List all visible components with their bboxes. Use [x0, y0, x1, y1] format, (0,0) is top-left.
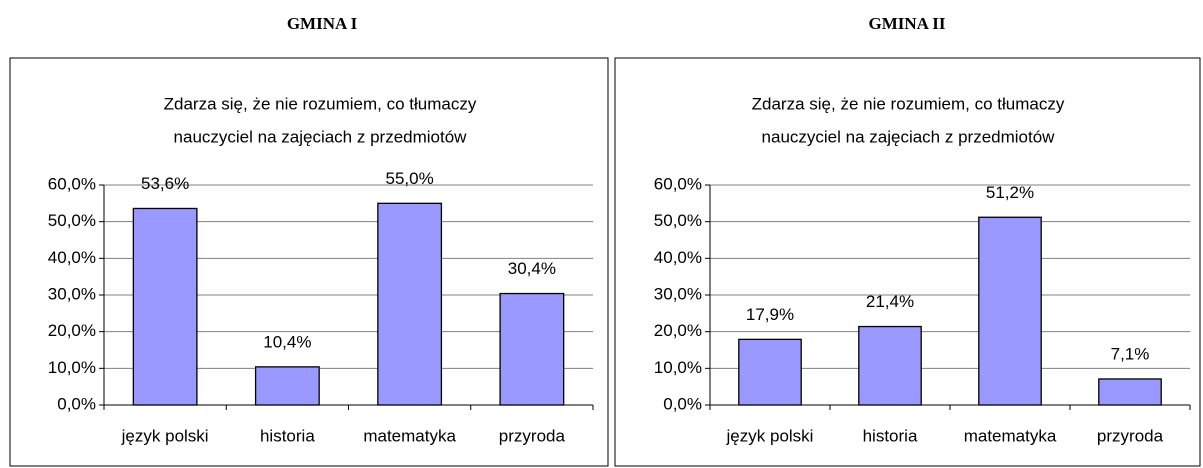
bar: [254, 366, 320, 406]
y-tick-label: 10,0%: [654, 358, 702, 377]
y-tick-label: 50,0%: [654, 211, 702, 230]
data-label: 51,2%: [986, 183, 1034, 202]
y-tick-label: 0,0%: [663, 394, 702, 413]
data-label: 55,0%: [386, 169, 434, 188]
y-tick-label: 0,0%: [57, 394, 96, 413]
y-tick-label: 40,0%: [654, 248, 702, 267]
data-label: 21,4%: [866, 292, 914, 311]
y-tick-label: 50,0%: [48, 211, 96, 230]
x-tick-label: język polski: [121, 426, 209, 445]
y-tick-label: 60,0%: [654, 174, 702, 193]
y-tick-label: 40,0%: [48, 248, 96, 267]
bar: [978, 216, 1042, 406]
chart-title: Zdarza się, że nie rozumiem, co tłumaczy: [164, 94, 477, 113]
x-tick-label: matematyka: [363, 426, 456, 445]
chart-heading: GMINA I: [287, 14, 358, 33]
y-tick-label: 20,0%: [48, 321, 96, 340]
bar: [1098, 378, 1162, 406]
y-tick-label: 20,0%: [654, 321, 702, 340]
data-label: 7,1%: [1111, 344, 1150, 363]
bar: [858, 325, 922, 406]
data-label: 17,9%: [746, 305, 794, 324]
chart-title: nauczyciel na zajęciach z przedmiotów: [762, 127, 1056, 146]
data-label: 10,4%: [263, 332, 311, 351]
data-label: 30,4%: [508, 259, 556, 278]
y-tick-label: 60,0%: [48, 174, 96, 193]
chart-title: nauczyciel na zajęciach z przedmiotów: [174, 127, 468, 146]
x-tick-label: historia: [863, 426, 918, 445]
bar: [738, 338, 802, 406]
x-tick-label: język polski: [726, 426, 814, 445]
x-tick-label: przyroda: [1097, 426, 1164, 445]
x-tick-label: przyroda: [499, 426, 566, 445]
chart-title: Zdarza się, że nie rozumiem, co tłumaczy: [752, 94, 1065, 113]
y-tick-label: 30,0%: [654, 284, 702, 303]
bar: [499, 292, 565, 406]
x-tick-label: historia: [260, 426, 315, 445]
x-tick-label: matematyka: [964, 426, 1057, 445]
bar: [132, 207, 198, 406]
data-label: 53,6%: [141, 174, 189, 193]
bar: [377, 202, 443, 406]
chart-heading: GMINA II: [869, 14, 946, 33]
y-tick-label: 30,0%: [48, 284, 96, 303]
y-tick-label: 10,0%: [48, 358, 96, 377]
